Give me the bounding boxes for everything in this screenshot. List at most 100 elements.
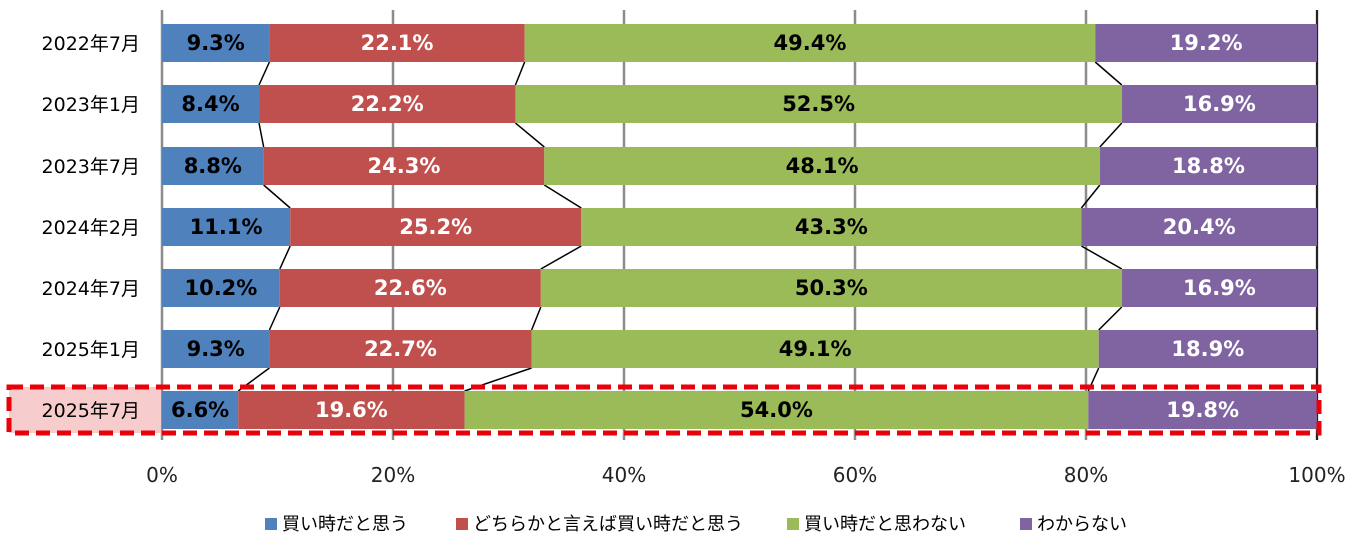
category-labels: 2022年7月 2023年1月 2023年7月 2024年2月 2024年7月 2025年… — [42, 33, 140, 422]
data-label: 8.4% — [181, 92, 239, 116]
tick-label: 0% — [146, 463, 178, 487]
series-line — [530, 306, 542, 331]
tick-label: 80% — [1064, 463, 1108, 487]
legend-swatch — [265, 518, 277, 530]
legend-swatch — [787, 518, 799, 530]
data-label: 8.8% — [184, 154, 242, 178]
bar-segment — [263, 147, 545, 185]
bar-segment — [1095, 24, 1317, 62]
data-label: 43.3% — [795, 215, 868, 239]
highlight-label-background — [9, 387, 161, 433]
legend-swatch — [1020, 518, 1032, 530]
series-line — [258, 61, 271, 86]
series-line — [1081, 245, 1123, 270]
legend-swatch — [456, 518, 468, 530]
data-label: 52.5% — [782, 92, 855, 116]
data-label: 22.7% — [364, 337, 437, 361]
data-label: 19.6% — [315, 398, 388, 422]
legend-label: わからない — [1037, 514, 1127, 535]
category-label: 2023年7月 — [42, 156, 140, 178]
data-label: 6.6% — [171, 398, 229, 422]
legend-label: 買い時だと思わない — [804, 514, 966, 535]
series-line — [1099, 122, 1123, 148]
bar-segment — [238, 391, 465, 429]
data-label: 22.1% — [361, 31, 434, 55]
tick-label: 40% — [602, 463, 646, 487]
series-line — [540, 245, 582, 270]
bar-segment — [540, 269, 1122, 307]
series-line — [543, 184, 582, 209]
bars: 9.3% 22.1% 49.4% 19.2% 8.4% 22.2% 52.5% 16.9% 8.… — [162, 24, 1317, 429]
bar-segment — [1099, 147, 1317, 185]
data-label: 25.2% — [399, 215, 472, 239]
data-label: 9.3% — [187, 31, 245, 55]
data-label: 18.9% — [1171, 337, 1244, 361]
data-label: 11.1% — [190, 215, 263, 239]
category-label: 2023年1月 — [42, 94, 140, 116]
tick-label: 100% — [1288, 463, 1345, 487]
bar-segment — [279, 269, 541, 307]
series-line — [268, 306, 281, 331]
series-line — [514, 61, 526, 86]
x-axis-ticks: 0% 20% 40% 60% 80% 100% — [146, 463, 1345, 487]
category-label: 2022年7月 — [42, 33, 140, 55]
data-label: 48.1% — [786, 154, 859, 178]
bar-segment — [269, 24, 525, 62]
legend-label: どちらかと言えば買い時だと思う — [473, 514, 743, 535]
legend: 買い時だと思う どちらかと言えば買い時だと思う 買い時だと思わない わからない — [265, 514, 1127, 535]
bar-segment — [290, 208, 582, 246]
bar-segment — [1121, 85, 1317, 123]
data-label: 49.4% — [774, 31, 847, 55]
bar-segment — [162, 147, 264, 185]
bar-segment — [162, 330, 270, 368]
data-label: 22.2% — [351, 92, 424, 116]
bar-segment — [162, 391, 239, 429]
series-line — [279, 245, 291, 270]
data-label: 9.3% — [187, 337, 245, 361]
data-label: 16.9% — [1183, 92, 1256, 116]
bar-segment — [1081, 208, 1317, 246]
bar-segment — [1098, 330, 1317, 368]
data-label: 18.8% — [1172, 154, 1245, 178]
data-label: 54.0% — [740, 398, 813, 422]
data-label: 16.9% — [1183, 276, 1256, 300]
series-line — [263, 184, 291, 209]
legend-label: 買い時だと思う — [282, 514, 408, 535]
category-label: 2025年1月 — [42, 339, 140, 361]
highlight-border — [6, 384, 1322, 436]
bar-segment — [269, 330, 532, 368]
tick-label: 60% — [833, 463, 877, 487]
series-line — [1094, 61, 1123, 86]
data-label: 20.4% — [1163, 215, 1236, 239]
bar-segment — [162, 24, 270, 62]
bar-segment — [515, 85, 1122, 123]
series-line — [514, 122, 545, 148]
data-label: 19.2% — [1170, 31, 1243, 55]
bar-segment — [1088, 391, 1317, 429]
bar-segment — [259, 85, 516, 123]
tick-label: 20% — [371, 463, 415, 487]
series-line — [1098, 306, 1123, 331]
data-label: 50.3% — [795, 276, 868, 300]
data-label: 22.6% — [374, 276, 447, 300]
series-line — [1080, 184, 1101, 209]
category-label: 2024年2月 — [42, 217, 140, 239]
bar-segment — [1121, 269, 1317, 307]
bar-segment — [162, 269, 280, 307]
data-label: 49.1% — [779, 337, 852, 361]
data-label: 10.2% — [184, 276, 257, 300]
data-label: 24.3% — [368, 154, 441, 178]
highlight-box — [6, 384, 1322, 436]
category-label: 2024年7月 — [42, 278, 140, 300]
bar-segment — [524, 24, 1096, 62]
category-label: 2025年7月 — [42, 400, 140, 422]
bar-segment — [162, 85, 260, 123]
series-line — [258, 122, 265, 148]
bar-segment — [531, 330, 1099, 368]
bar-segment — [464, 391, 1089, 429]
data-label: 19.8% — [1166, 398, 1239, 422]
bar-segment — [581, 208, 1082, 246]
bar-segment — [162, 208, 291, 246]
bar-segment — [544, 147, 1100, 185]
